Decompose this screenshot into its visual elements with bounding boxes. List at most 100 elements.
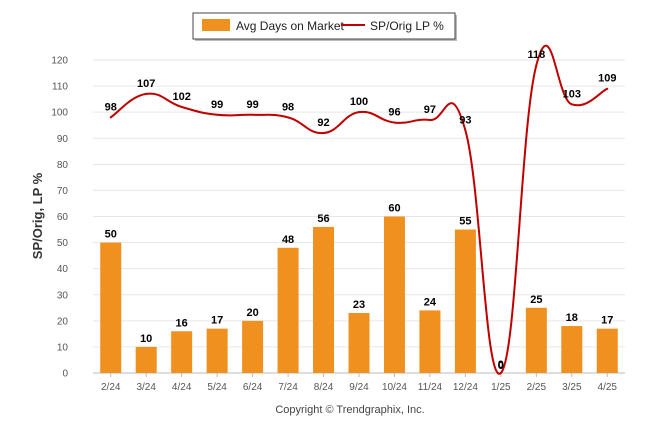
bar-value-label: 10 bbox=[140, 333, 152, 345]
bar bbox=[277, 247, 299, 373]
legend-label-line: SP/Orig LP % bbox=[370, 19, 444, 33]
line-point bbox=[180, 105, 183, 108]
bar-value-label: 17 bbox=[211, 315, 223, 327]
y-tick-label: 20 bbox=[57, 316, 69, 327]
line-point bbox=[287, 116, 290, 119]
bar-value-label: 48 bbox=[282, 234, 294, 246]
bar bbox=[419, 310, 441, 373]
y-tick-label: 120 bbox=[51, 56, 68, 67]
bar bbox=[100, 242, 122, 373]
x-tick-label: 2/24 bbox=[101, 382, 121, 393]
line-point bbox=[570, 103, 573, 106]
line-value-label: 100 bbox=[350, 96, 368, 108]
line-value-label: 107 bbox=[137, 78, 155, 90]
line-value-label: 118 bbox=[527, 49, 545, 61]
bar-value-label: 16 bbox=[176, 317, 188, 329]
line-point bbox=[216, 113, 219, 116]
bar bbox=[561, 326, 583, 373]
bar bbox=[242, 320, 264, 373]
y-tick-label: 60 bbox=[57, 212, 69, 223]
line-point bbox=[393, 121, 396, 124]
line-value-label: 96 bbox=[388, 107, 400, 119]
line-value-label: 102 bbox=[172, 91, 190, 103]
line-value-label: 99 bbox=[246, 99, 258, 111]
bar-series bbox=[100, 216, 618, 373]
line-point bbox=[358, 111, 360, 114]
line-value-label: 93 bbox=[459, 114, 471, 126]
x-tick-label: 9/24 bbox=[349, 382, 369, 393]
y-tick-label: 90 bbox=[57, 134, 69, 145]
bar bbox=[206, 328, 228, 373]
bar-value-label: 20 bbox=[246, 307, 258, 319]
x-tick-label: 3/24 bbox=[136, 382, 156, 393]
y-axis-title: SP/Orig, LP % bbox=[30, 172, 45, 259]
line-point bbox=[535, 64, 538, 67]
bar bbox=[313, 226, 335, 373]
x-tick-labels: 2/24 3/24 4/24 5/24 6/24 7/24 8/24 9/24 10/24 11/… bbox=[101, 382, 617, 393]
line-point bbox=[322, 132, 325, 135]
legend-box bbox=[192, 12, 456, 40]
bar bbox=[135, 346, 157, 373]
bar-value-label: 60 bbox=[388, 203, 400, 215]
line-value-label: 92 bbox=[317, 117, 329, 129]
bar bbox=[171, 331, 193, 373]
y-tick-label: 100 bbox=[51, 108, 68, 119]
y-tick-label: 50 bbox=[57, 238, 69, 249]
line-value-label: 97 bbox=[424, 104, 436, 116]
bar-value-label: 18 bbox=[566, 312, 578, 324]
x-tick-label: 3/25 bbox=[562, 382, 582, 393]
line-value-label: 0 bbox=[498, 360, 504, 372]
y-tick-label: 10 bbox=[57, 342, 69, 353]
line-point bbox=[109, 116, 112, 119]
bar-value-label: 25 bbox=[530, 294, 542, 306]
y-tick-label: 0 bbox=[62, 369, 68, 380]
y-tick-label: 70 bbox=[57, 186, 69, 197]
x-tick-label: 8/24 bbox=[314, 382, 334, 393]
line-point bbox=[428, 118, 431, 121]
bar bbox=[454, 229, 476, 373]
data-labels: 50 10 16 17 20 48 56 23 60 24 55 0 25 18 17 98 107 102 99 9… bbox=[105, 49, 617, 372]
line-path bbox=[110, 44, 608, 375]
bar-value-label: 23 bbox=[353, 299, 365, 311]
x-tick-label: 10/24 bbox=[382, 382, 407, 393]
line-value-label: 99 bbox=[211, 99, 223, 111]
line-series bbox=[109, 44, 609, 375]
legend-swatch-bar bbox=[202, 19, 230, 31]
x-tick-label: 6/24 bbox=[243, 382, 263, 393]
y-tick-label: 80 bbox=[57, 160, 69, 171]
x-tick-label: 12/24 bbox=[453, 382, 478, 393]
line-value-label: 103 bbox=[563, 88, 581, 100]
line-point bbox=[464, 129, 467, 132]
line-point bbox=[251, 113, 254, 116]
x-tick-label: 11/24 bbox=[418, 382, 443, 393]
bar bbox=[348, 313, 370, 373]
x-tick-label: 7/24 bbox=[278, 382, 298, 393]
line-point bbox=[145, 92, 148, 95]
legend-label-bar: Avg Days on Market bbox=[236, 19, 344, 33]
bar-value-label: 17 bbox=[601, 315, 613, 327]
bar bbox=[525, 307, 547, 373]
line-point bbox=[499, 372, 502, 374]
bar-value-label: 55 bbox=[459, 216, 471, 228]
y-tick-label: 110 bbox=[52, 82, 68, 93]
line-value-label: 109 bbox=[598, 73, 616, 85]
y-tick-labels: 0 10 20 30 40 50 60 70 80 90 100 110 120 bbox=[51, 56, 68, 380]
copyright-footer: Copyright © Trendgraphix, Inc. bbox=[275, 404, 424, 416]
x-tick-label: 5/24 bbox=[207, 382, 227, 393]
line-value-label: 98 bbox=[282, 101, 294, 113]
x-tick-label: 2/25 bbox=[527, 382, 547, 393]
y-tick-label: 30 bbox=[57, 290, 69, 301]
line-point bbox=[606, 87, 609, 90]
bar-value-label: 24 bbox=[424, 296, 437, 308]
bar-value-label: 50 bbox=[105, 229, 117, 241]
x-tick-label: 4/25 bbox=[598, 382, 618, 393]
x-tick-label: 4/24 bbox=[172, 382, 192, 393]
x-tick-label: 1/25 bbox=[491, 382, 511, 393]
bar bbox=[596, 328, 618, 373]
bar-value-label: 56 bbox=[317, 213, 329, 225]
line-value-label: 98 bbox=[105, 101, 117, 113]
bar-value-label: 0 bbox=[498, 359, 504, 371]
y-tick-label: 40 bbox=[57, 264, 69, 275]
bar bbox=[383, 216, 405, 373]
